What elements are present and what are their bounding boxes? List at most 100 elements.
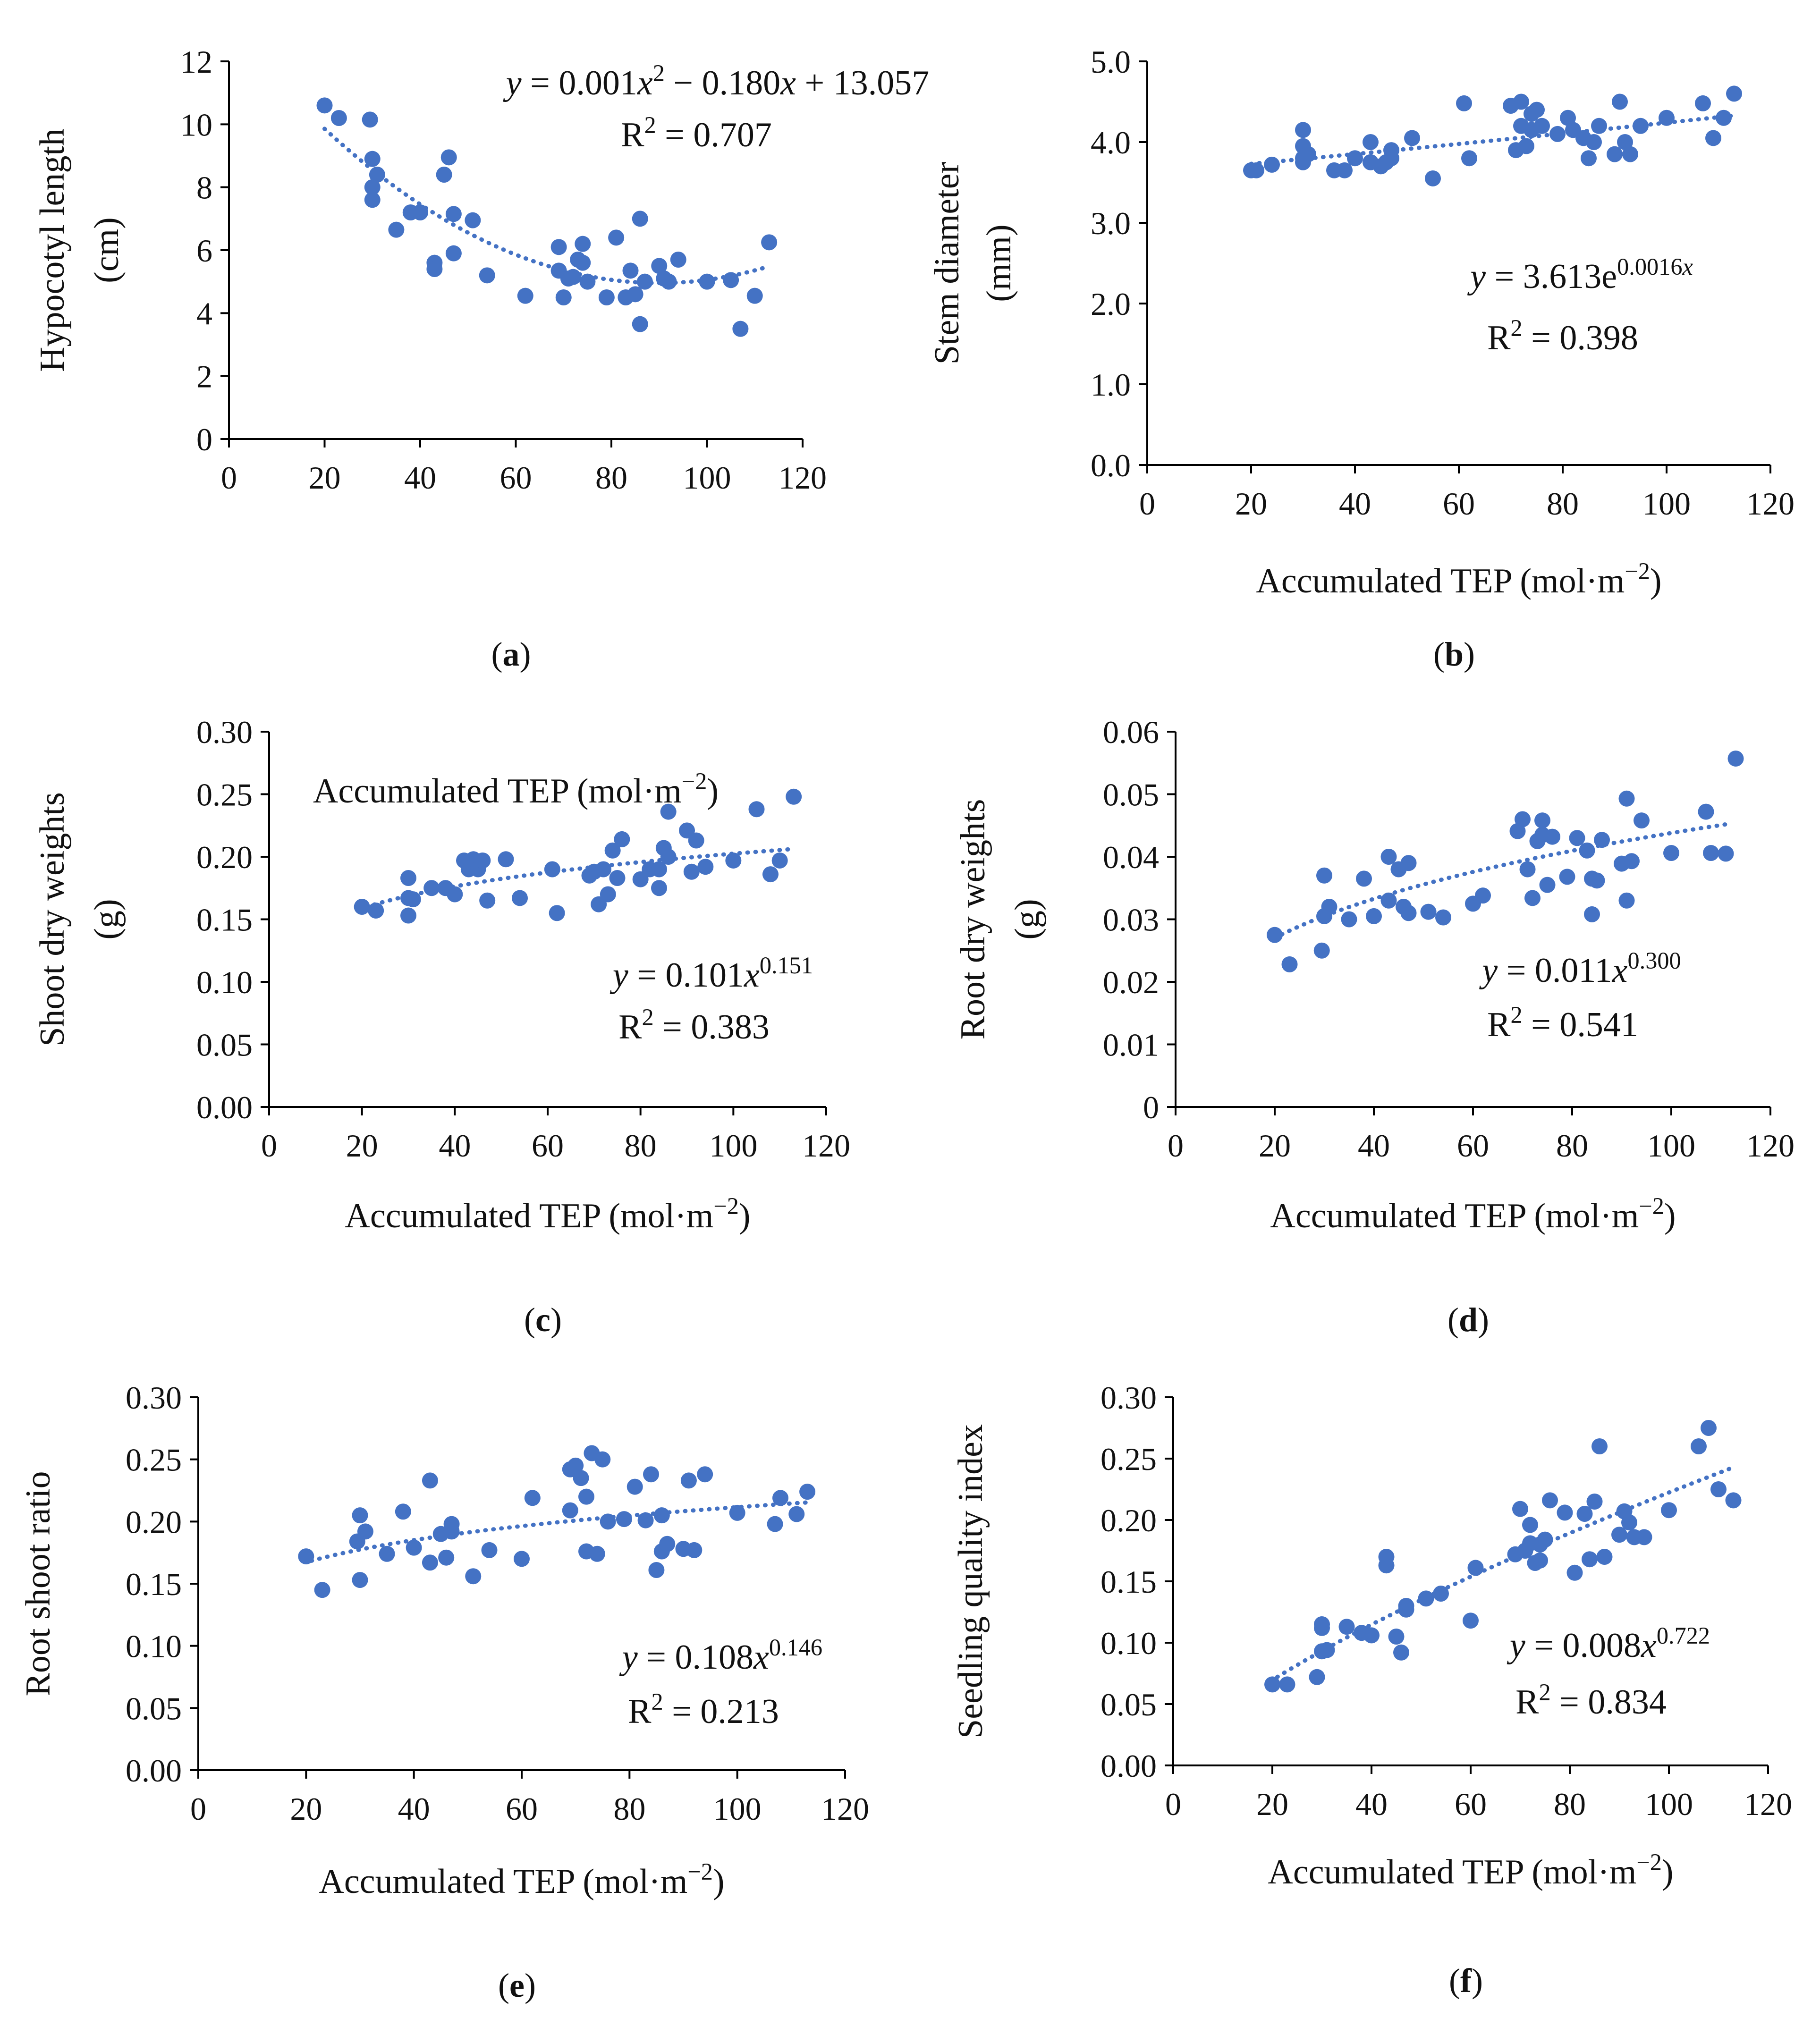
- y-tick-label: 3.0: [1091, 205, 1131, 241]
- x-tick-label: 100: [1642, 486, 1691, 522]
- data-point: [627, 286, 643, 303]
- data-point: [1716, 110, 1732, 126]
- data-point: [1634, 812, 1650, 829]
- data-point: [1347, 150, 1363, 167]
- data-point: [1611, 1527, 1627, 1543]
- x-axis-title-close: ): [1664, 1197, 1676, 1235]
- data-point: [1393, 1644, 1409, 1661]
- y-axis-title: Hypocotyl length: [33, 128, 72, 372]
- data-point: [498, 851, 514, 868]
- data-point: [1726, 85, 1742, 102]
- data-point: [555, 289, 572, 305]
- data-point: [1321, 899, 1337, 915]
- data-point: [1718, 845, 1734, 862]
- data-point: [1418, 1590, 1434, 1607]
- y-tick-label: 0.04: [1103, 839, 1159, 875]
- y-tick-label: 0.25: [196, 777, 253, 813]
- data-point: [567, 1457, 584, 1474]
- panel-caption: (e): [498, 1967, 536, 2004]
- y-tick-label: 0.05: [1100, 1687, 1157, 1722]
- y-axis-title-unit: (mm): [980, 224, 1018, 302]
- y-tick-label: 8: [196, 170, 212, 206]
- data-point: [1522, 1517, 1538, 1533]
- data-point: [600, 1513, 616, 1530]
- data-point: [1618, 892, 1635, 909]
- data-point: [479, 892, 496, 909]
- y-tick-label: 0.25: [1100, 1441, 1157, 1477]
- x-tick-label: 120: [1746, 486, 1795, 522]
- x-tick-label: 120: [1746, 1128, 1795, 1164]
- data-point: [1636, 1529, 1652, 1545]
- x-tick-label: 80: [625, 1128, 657, 1164]
- x-tick-label: 100: [1647, 1128, 1695, 1164]
- y-axis-title: Stem diameter: [928, 162, 966, 364]
- data-point: [550, 239, 567, 255]
- data-point: [1363, 134, 1379, 150]
- y-tick-label: 0: [1143, 1089, 1159, 1125]
- data-point: [637, 1512, 654, 1528]
- regression-equation: y = 3.613e0.0016x: [1467, 253, 1693, 296]
- x-tick-label: 20: [309, 460, 341, 496]
- data-point: [771, 852, 788, 869]
- data-point: [400, 870, 416, 886]
- data-point: [1617, 134, 1633, 150]
- y-tick-label: 2: [196, 359, 212, 395]
- y-tick-label: 0.00: [1100, 1748, 1157, 1784]
- data-point: [1356, 870, 1372, 887]
- data-point: [1703, 845, 1719, 861]
- data-point: [1400, 905, 1417, 921]
- data-point: [1264, 156, 1280, 173]
- x-axis-title-exponent: −2: [682, 768, 707, 794]
- x-axis-title-main: Accumulated TEP (mol·m: [319, 1862, 687, 1901]
- x-tick-label: 40: [439, 1128, 471, 1164]
- data-point: [422, 1472, 438, 1489]
- y-tick-label: 0.01: [1103, 1027, 1159, 1063]
- data-point: [1534, 812, 1550, 829]
- data-point: [1316, 867, 1332, 884]
- data-point: [1591, 118, 1607, 134]
- data-point: [395, 1503, 411, 1520]
- x-axis-title-exponent: −2: [713, 1193, 739, 1219]
- data-point: [595, 861, 611, 878]
- y-tick-label: 0.05: [1103, 777, 1159, 813]
- data-point: [578, 1488, 594, 1505]
- data-point: [1435, 909, 1451, 926]
- data-point: [660, 849, 677, 865]
- x-tick-label: 120: [802, 1128, 850, 1164]
- data-point: [544, 861, 560, 878]
- x-axis-title-main: Accumulated TEP (mol·m: [1268, 1853, 1636, 1891]
- data-point: [443, 1523, 460, 1540]
- data-point: [1475, 887, 1491, 904]
- data-point: [1519, 861, 1536, 878]
- data-point: [651, 258, 668, 274]
- data-point: [1584, 906, 1600, 922]
- x-axis-title: Accumulated TEP (mol·m−2): [313, 768, 719, 810]
- data-point: [748, 801, 765, 818]
- data-point: [352, 1572, 368, 1588]
- data-point: [1433, 1586, 1449, 1602]
- panel-caption: (a): [491, 635, 531, 673]
- y-tick-label: 0.20: [126, 1504, 182, 1540]
- data-point: [1404, 130, 1420, 146]
- y-tick-label: 0.30: [1100, 1380, 1157, 1416]
- data-point: [643, 1466, 659, 1483]
- data-point: [357, 1523, 373, 1540]
- data-point: [330, 110, 347, 126]
- y-axis-title: Root dry weights: [954, 799, 992, 1040]
- x-tick-label: 60: [1457, 1128, 1489, 1164]
- y-axis-title-unit: (cm): [87, 217, 126, 283]
- data-point: [1398, 1598, 1414, 1614]
- data-point: [573, 1470, 589, 1486]
- x-tick-label: 120: [821, 1791, 869, 1827]
- data-point: [589, 1545, 605, 1562]
- data-point: [1512, 1501, 1528, 1517]
- x-tick-label: 60: [1443, 486, 1475, 522]
- x-axis-title-main: Accumulated TEP (mol·m: [1270, 1197, 1639, 1235]
- x-tick-label: 100: [709, 1128, 757, 1164]
- data-point: [438, 1549, 455, 1566]
- data-point: [512, 890, 528, 906]
- data-point: [683, 863, 700, 880]
- y-tick-label: 0.30: [126, 1380, 182, 1416]
- data-point: [562, 1502, 578, 1519]
- x-tick-label: 40: [1358, 1128, 1390, 1164]
